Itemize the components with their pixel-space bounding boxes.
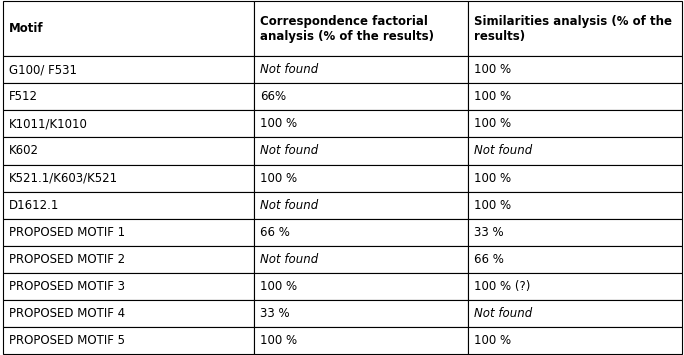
Text: Not found: Not found [474, 144, 532, 158]
Bar [254, 137, 469, 164]
Bar [469, 273, 682, 300]
Text: F512: F512 [9, 91, 38, 103]
Bar [469, 246, 682, 273]
Text: G100/ F531: G100/ F531 [9, 63, 77, 76]
Bar [3, 246, 254, 273]
Text: 66%: 66% [260, 91, 286, 103]
Text: 100 %: 100 % [474, 118, 511, 130]
Text: 100 %: 100 % [474, 198, 511, 212]
Bar [469, 219, 682, 246]
Text: K602: K602 [9, 144, 39, 158]
Bar [3, 273, 254, 300]
Bar [254, 246, 469, 273]
Text: Motif: Motif [9, 22, 44, 35]
Text: PROPOSED MOTIF 2: PROPOSED MOTIF 2 [9, 253, 125, 266]
Text: K521.1/K603/K521: K521.1/K603/K521 [9, 171, 118, 185]
Bar [3, 192, 254, 219]
Text: 100 %: 100 % [260, 171, 297, 185]
Bar [469, 164, 682, 192]
Bar [254, 273, 469, 300]
Text: D1612.1: D1612.1 [9, 198, 60, 212]
Bar [254, 56, 469, 83]
Bar [254, 300, 469, 327]
Bar [469, 83, 682, 110]
Text: 100 %: 100 % [474, 334, 511, 347]
Text: 66 %: 66 % [474, 253, 503, 266]
Bar [254, 164, 469, 192]
Bar [254, 219, 469, 246]
Text: Similarities analysis (% of the
results): Similarities analysis (% of the results) [474, 15, 672, 43]
Bar [469, 56, 682, 83]
Text: 100 %: 100 % [474, 171, 511, 185]
Text: Correspondence factorial
analysis (% of the results): Correspondence factorial analysis (% of … [260, 15, 434, 43]
Text: PROPOSED MOTIF 5: PROPOSED MOTIF 5 [9, 334, 125, 347]
Text: 33 %: 33 % [474, 226, 503, 239]
Bar [469, 192, 682, 219]
Text: PROPOSED MOTIF 4: PROPOSED MOTIF 4 [9, 307, 125, 320]
Bar [3, 164, 254, 192]
Bar [254, 110, 469, 137]
Text: 100 %: 100 % [474, 63, 511, 76]
Bar [3, 1, 254, 56]
Text: 100 %: 100 % [260, 334, 297, 347]
Bar [469, 1, 682, 56]
Bar [469, 137, 682, 164]
Text: 100 %: 100 % [260, 118, 297, 130]
Text: 33 %: 33 % [260, 307, 289, 320]
Text: 100 %: 100 % [474, 91, 511, 103]
Bar [3, 327, 254, 354]
Text: PROPOSED MOTIF 1: PROPOSED MOTIF 1 [9, 226, 125, 239]
Bar [469, 300, 682, 327]
Bar [3, 137, 254, 164]
Bar [3, 219, 254, 246]
Bar [3, 56, 254, 83]
Text: Not found: Not found [260, 198, 318, 212]
Bar [469, 327, 682, 354]
Bar [3, 110, 254, 137]
Text: 66 %: 66 % [260, 226, 290, 239]
Text: Not found: Not found [260, 144, 318, 158]
Text: 100 %: 100 % [260, 280, 297, 293]
Bar [3, 83, 254, 110]
Bar [469, 110, 682, 137]
Bar [254, 1, 469, 56]
Bar [254, 192, 469, 219]
Text: K1011/K1010: K1011/K1010 [9, 118, 88, 130]
Text: Not found: Not found [260, 253, 318, 266]
Text: 100 % (?): 100 % (?) [474, 280, 530, 293]
Bar [3, 300, 254, 327]
Text: Not found: Not found [260, 63, 318, 76]
Bar [254, 83, 469, 110]
Bar [254, 327, 469, 354]
Text: PROPOSED MOTIF 3: PROPOSED MOTIF 3 [9, 280, 125, 293]
Text: Not found: Not found [474, 307, 532, 320]
